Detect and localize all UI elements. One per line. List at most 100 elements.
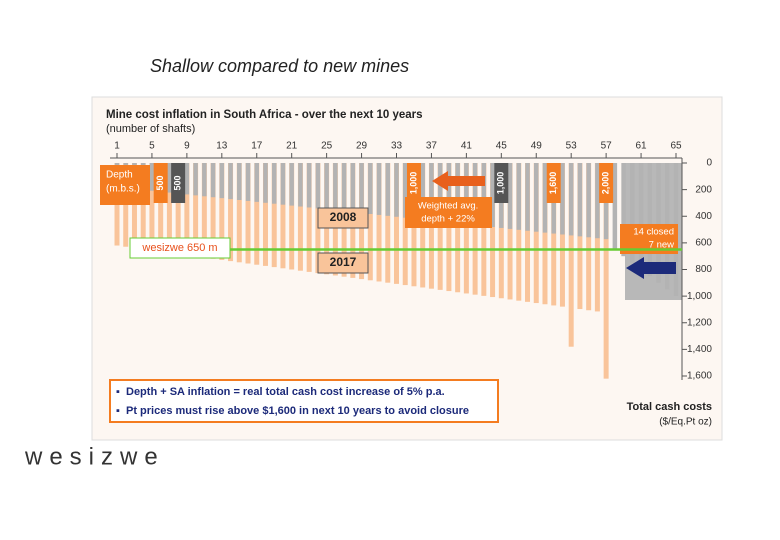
closed-note: 14 closed — [633, 227, 674, 238]
bar — [131, 163, 137, 248]
bar — [577, 163, 583, 237]
bar — [140, 163, 146, 250]
bar — [236, 163, 242, 263]
x-tick-label: 33 — [391, 141, 403, 152]
x-tick-label: 1 — [114, 141, 120, 152]
bar — [298, 163, 303, 207]
x-tick-label: 5 — [149, 141, 155, 152]
x-tick-label: 49 — [531, 141, 543, 152]
bar — [341, 163, 347, 212]
bar — [271, 163, 277, 204]
bar — [219, 163, 225, 260]
bar — [254, 163, 259, 202]
legend-label: 2008 — [330, 210, 357, 224]
bar — [533, 163, 539, 304]
bar — [184, 163, 190, 195]
bar — [568, 163, 574, 236]
bar — [350, 163, 356, 213]
bar — [559, 163, 565, 307]
chart-title: Mine cost inflation in South Africa - ov… — [106, 109, 423, 121]
reference-box — [129, 237, 231, 259]
weighted-note: depth + 22% — [421, 214, 475, 225]
bar — [394, 163, 399, 217]
bar — [193, 163, 198, 196]
bar — [446, 163, 452, 223]
bar — [656, 163, 661, 283]
bullet-dot: ▪ — [116, 405, 120, 417]
bar — [568, 163, 574, 347]
bar — [149, 163, 155, 191]
chart-subtitle: (number of shafts) — [106, 123, 195, 135]
bar — [385, 163, 391, 216]
bar — [210, 163, 216, 259]
bar — [385, 163, 391, 283]
y-tick-label: 200 — [695, 184, 712, 195]
bullet-box — [109, 379, 499, 423]
y-tick-label: 1,600 — [687, 371, 712, 382]
bar — [612, 163, 618, 250]
bar — [647, 163, 653, 277]
bullet: Pt prices must rise above $1,600 in next… — [126, 405, 469, 417]
y-tick-label: 600 — [695, 238, 712, 249]
weighted-note: Weighted avg. — [418, 201, 479, 212]
x-tick-label: 25 — [321, 141, 333, 152]
bar — [271, 163, 277, 268]
bar — [167, 163, 172, 193]
closed-note: 7 new — [649, 240, 674, 251]
legend-box — [317, 252, 369, 274]
bar — [280, 163, 286, 269]
y-tick-label: 1,400 — [687, 344, 712, 355]
bar — [472, 163, 478, 295]
x-tick-label: 21 — [286, 141, 298, 152]
bar — [534, 163, 539, 232]
bar — [455, 163, 460, 224]
bar — [333, 163, 338, 211]
bar — [595, 163, 600, 239]
new-mine-box — [406, 163, 421, 203]
arrow-left — [626, 257, 676, 279]
bar — [359, 163, 364, 214]
y-label-box — [100, 165, 150, 205]
bar — [621, 163, 626, 257]
bar — [551, 163, 557, 306]
bar — [507, 163, 513, 300]
new-mine-label: 500 — [155, 175, 165, 190]
bar — [507, 163, 513, 229]
bar — [630, 163, 635, 263]
bar — [525, 163, 530, 231]
bar — [481, 163, 487, 296]
bar — [498, 163, 504, 299]
bar — [219, 163, 225, 199]
arrow-left — [432, 171, 485, 191]
bar — [376, 163, 382, 282]
legend-label: 2017 — [330, 255, 357, 269]
new-mine-label: 500 — [173, 175, 183, 190]
y-tick-label: 800 — [695, 264, 712, 275]
x-tick-label: 45 — [496, 141, 508, 152]
bar — [254, 163, 260, 265]
bar — [490, 163, 495, 228]
bar — [166, 163, 172, 253]
bar — [402, 163, 408, 218]
bar — [306, 163, 312, 272]
y-label: (m.b.s.) — [106, 184, 140, 195]
new-mine-box — [171, 163, 186, 203]
bar — [175, 163, 181, 254]
bar — [289, 163, 295, 270]
bar — [202, 163, 207, 197]
new-mine-box — [599, 163, 614, 203]
bar — [245, 163, 251, 201]
x-tick-label: 13 — [216, 141, 228, 152]
new-mine-label: 1,600 — [548, 172, 558, 195]
bar — [245, 163, 251, 264]
bullet-dot: ▪ — [116, 386, 120, 398]
y-tick-label: 1,000 — [687, 291, 712, 302]
x-tick-label: 9 — [184, 141, 190, 152]
bar — [516, 163, 522, 301]
y-label: Depth — [106, 170, 133, 181]
bar — [149, 163, 155, 251]
new-mine-box — [546, 163, 561, 203]
bar — [306, 163, 312, 208]
bar — [368, 163, 373, 214]
